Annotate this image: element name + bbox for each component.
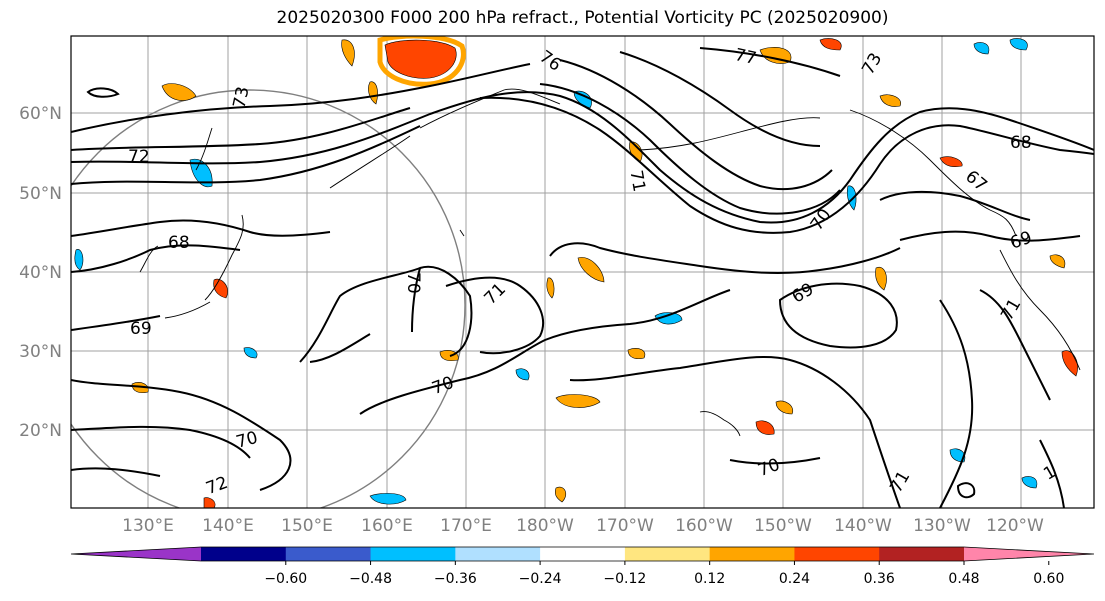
colorbar-box	[879, 547, 965, 561]
lon-label: 140°W	[834, 516, 892, 536]
colorbar-box	[201, 547, 287, 561]
lon-label: 160°E	[361, 516, 413, 536]
colorbar-box	[794, 547, 880, 561]
colorbar-tick-label: −0.12	[603, 571, 646, 587]
map-frame	[70, 35, 1095, 509]
contour-label: 70	[403, 272, 423, 294]
colorbar-tick-label: 0.60	[1033, 571, 1064, 587]
map-title: 2025020300 F000 200 hPa refract., Potent…	[276, 8, 889, 28]
colorbar-tick-label: −0.36	[434, 571, 477, 587]
colorbar-box	[370, 547, 456, 561]
colorbar-outline	[70, 546, 1095, 562]
colorbar-tick-label: 0.36	[864, 571, 895, 587]
lon-label: 130°E	[122, 516, 174, 536]
colorbar-tick-label: 0.24	[779, 571, 810, 587]
colorbar-tick-label: −0.24	[519, 571, 562, 587]
lon-label: 170°W	[596, 516, 654, 536]
contour-label: 71	[625, 169, 648, 194]
lat-label: 60°N	[19, 104, 62, 124]
contour-label: 73	[230, 85, 254, 110]
colorbar-tick-label: −0.60	[264, 571, 307, 587]
lon-label: 150°W	[754, 516, 812, 536]
colorbar-box	[455, 547, 541, 561]
colorbar-tick-label: 0.12	[694, 571, 725, 587]
contour-label: 68	[168, 233, 190, 253]
lon-label: 120°W	[986, 516, 1044, 536]
lon-label: 150°E	[281, 516, 333, 536]
refractivity-contours	[71, 47, 1094, 508]
lon-label: 160°W	[675, 516, 733, 536]
lon-label: 130°W	[913, 516, 971, 536]
range-circle	[71, 89, 466, 508]
lat-label: 50°N	[19, 184, 62, 204]
longitude-labels: 130°E 140°E 150°E 160°E 170°E 180°W 170°…	[122, 516, 1044, 536]
lon-label: 180°W	[516, 516, 574, 536]
lat-label: 40°N	[19, 263, 62, 283]
colorbar-box	[624, 547, 711, 561]
colorbar: −0.60 −0.48 −0.36 −0.24 −0.12 0.12 0.24 0.36 0.4…	[70, 546, 1095, 587]
lon-label: 170°E	[440, 516, 492, 536]
lat-label: 30°N	[19, 342, 62, 362]
colorbar-box	[540, 547, 626, 561]
colorbar-tick-label: −0.48	[349, 571, 392, 587]
latitude-labels: 60°N 50°N 40°N 30°N 20°N	[19, 104, 62, 441]
colorbar-box	[285, 547, 372, 561]
colorbar-box	[709, 547, 795, 561]
contour-label: 72	[128, 147, 150, 167]
contour-label: 68	[1010, 133, 1032, 153]
colorbar-extend-low	[71, 547, 201, 561]
contour-label: 77	[733, 45, 758, 69]
contour-label: 69	[130, 319, 152, 339]
colorbar-extend-high	[964, 547, 1094, 561]
coastlines	[139, 88, 1081, 437]
pv-shading	[74, 36, 1078, 508]
lat-label: 20°N	[19, 421, 62, 441]
colorbar-tick-label: 0.48	[948, 571, 979, 587]
lon-label: 140°E	[202, 516, 254, 536]
